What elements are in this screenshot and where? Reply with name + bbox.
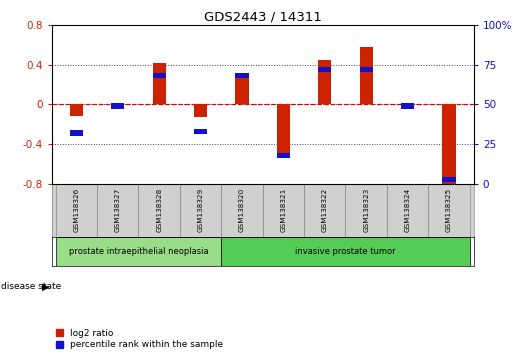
Bar (111, 103, 124, 109)
Bar (111, 104, 124, 107)
Bar (194, 104, 207, 118)
Bar (318, 59, 331, 104)
Bar (152, 63, 166, 104)
Bar (221, 237, 470, 266)
Bar (235, 73, 249, 79)
Bar (387, 184, 428, 237)
Text: GSM138327: GSM138327 (115, 188, 121, 232)
Text: GSM138329: GSM138329 (198, 188, 203, 232)
Text: GSM138328: GSM138328 (156, 188, 162, 232)
Bar (277, 104, 290, 156)
Text: GSM138326: GSM138326 (73, 188, 79, 232)
Bar (401, 104, 414, 107)
Bar (318, 67, 331, 72)
Bar (194, 129, 207, 134)
Text: GSM138320: GSM138320 (239, 188, 245, 232)
Bar (346, 184, 387, 237)
Text: ▶: ▶ (42, 282, 50, 292)
Legend: log2 ratio, percentile rank within the sample: log2 ratio, percentile rank within the s… (56, 329, 224, 349)
Bar (221, 184, 263, 237)
Bar (139, 184, 180, 237)
Bar (277, 153, 290, 158)
Title: GDS2443 / 14311: GDS2443 / 14311 (204, 11, 321, 24)
Bar (235, 75, 249, 104)
Bar (152, 73, 166, 79)
Text: invasive prostate tumor: invasive prostate tumor (295, 247, 396, 256)
Text: prostate intraepithelial neoplasia: prostate intraepithelial neoplasia (68, 247, 208, 256)
Bar (359, 67, 373, 72)
Text: GSM138322: GSM138322 (322, 188, 328, 232)
Bar (56, 237, 221, 266)
Bar (428, 184, 470, 237)
Bar (70, 130, 83, 136)
Bar (401, 103, 414, 109)
Bar (56, 184, 97, 237)
Text: GSM138323: GSM138323 (363, 188, 369, 232)
Text: GSM138325: GSM138325 (446, 188, 452, 232)
Bar (97, 184, 139, 237)
Bar (359, 47, 373, 104)
Text: GSM138321: GSM138321 (280, 188, 286, 232)
Bar (442, 177, 456, 182)
Bar (263, 184, 304, 237)
Text: disease state: disease state (1, 282, 61, 291)
Bar (180, 184, 221, 237)
Bar (70, 104, 83, 116)
Text: GSM138324: GSM138324 (405, 188, 410, 232)
Bar (442, 104, 456, 186)
Bar (304, 184, 346, 237)
